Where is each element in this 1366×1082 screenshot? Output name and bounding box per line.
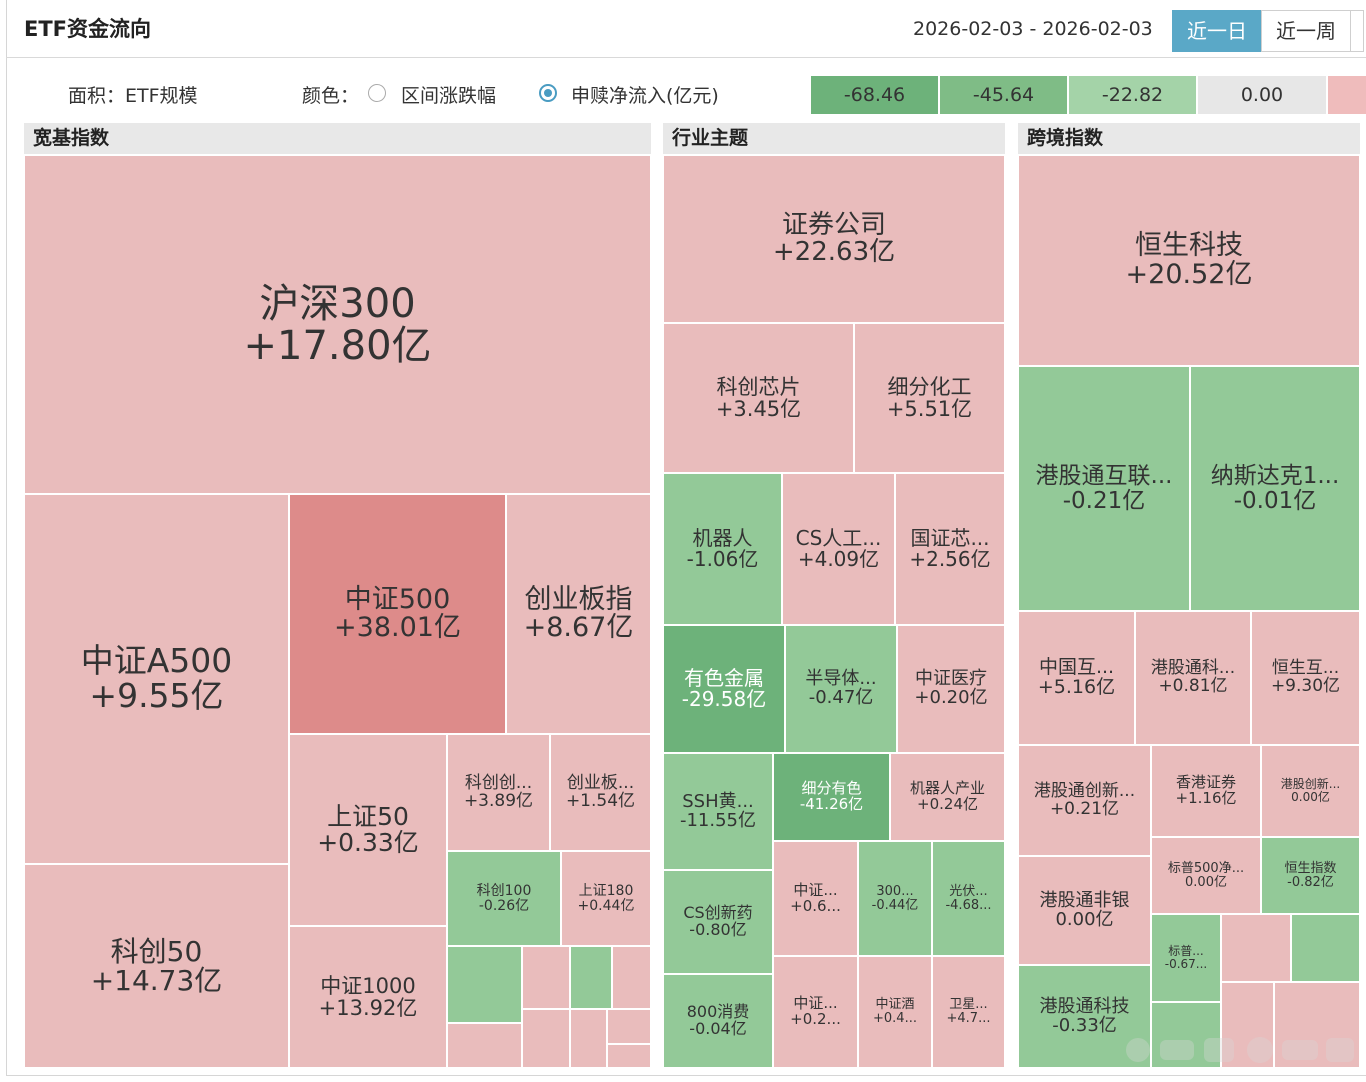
tile-sshh[interactable]: SSH黄... -11.55亿: [663, 753, 773, 870]
tile-small-c4[interactable]: [1221, 982, 1274, 1068]
legend-cell-1: -68.46: [811, 76, 938, 114]
section-cross-border: 跨境指数: [1018, 123, 1360, 154]
tile-sz50[interactable]: 上证50 +0.33亿: [289, 734, 447, 926]
tile-sz180[interactable]: 上证180 +0.44亿: [561, 851, 651, 946]
tile-ggtk[interactable]: 港股通科... +0.81亿: [1135, 611, 1251, 745]
tile-i300[interactable]: 300... -0.44亿: [858, 841, 932, 956]
tile-kcc[interactable]: 科创创... +3.89亿: [447, 734, 550, 851]
watermark-icon: [1126, 1037, 1354, 1063]
tile-zz-b[interactable]: 中证... +0.2...: [773, 956, 858, 1068]
tile-xgzq[interactable]: 香港证券 +1.16亿: [1151, 745, 1261, 837]
tile-zz500[interactable]: 中证500 +38.01亿: [289, 494, 506, 734]
tile-small-2[interactable]: [522, 946, 570, 1009]
option-net-inflow[interactable]: 申赎净流入(亿元): [571, 85, 719, 107]
tile-small-9[interactable]: [607, 1044, 651, 1068]
radio-net-inflow[interactable]: [539, 84, 557, 102]
period-tabs: 近一日 近一周: [1172, 10, 1364, 52]
page-title: ETF资金流向: [24, 17, 152, 41]
tile-small-c3[interactable]: [1151, 1002, 1221, 1068]
tile-hskj[interactable]: 恒生科技 +20.52亿: [1018, 155, 1360, 366]
tile-cybb[interactable]: 创业板... +1.54亿: [550, 734, 651, 851]
tile-small-5[interactable]: [447, 1023, 522, 1068]
tile-bp500[interactable]: 标普500净... 0.00亿: [1151, 837, 1261, 914]
tile-a500[interactable]: 中证A500 +9.55亿: [24, 494, 289, 864]
tile-zzj[interactable]: 中证酒 +0.4...: [858, 956, 932, 1068]
tile-ggtcx[interactable]: 港股通创新... +0.21亿: [1018, 745, 1151, 856]
tile-bdt[interactable]: 半导体... -0.47亿: [785, 625, 897, 753]
tile-gzx[interactable]: 国证芯... +2.56亿: [895, 473, 1005, 625]
tile-nsdk[interactable]: 纳斯达克1... -0.01亿: [1190, 366, 1360, 611]
tile-small-4[interactable]: [612, 946, 651, 1009]
legend-cell-3: -22.82: [1069, 76, 1196, 114]
tile-ysjs[interactable]: 有色金属 -29.58亿: [663, 625, 785, 753]
tab-more[interactable]: [1350, 10, 1364, 52]
tile-small-1[interactable]: [447, 946, 522, 1023]
tile-zzyl[interactable]: 中证医疗 +0.20亿: [897, 625, 1005, 753]
tile-zz1000[interactable]: 中证1000 +13.92亿: [289, 926, 447, 1068]
tile-hsh[interactable]: 恒生互... +9.30亿: [1251, 611, 1360, 745]
tile-hs300[interactable]: 沪深300 +17.80亿: [24, 155, 651, 494]
tile-xfhg[interactable]: 细分化工 +5.51亿: [854, 323, 1005, 473]
section-broad-index: 宽基指数: [24, 123, 651, 154]
legend-cell-2: -45.64: [940, 76, 1067, 114]
tab-1day[interactable]: 近一日: [1172, 10, 1262, 52]
color-label: 颜色：: [302, 85, 360, 107]
tile-small-c2[interactable]: [1291, 914, 1360, 982]
tile-small-3[interactable]: [570, 946, 612, 1009]
tile-kc50[interactable]: 科创50 +14.73亿: [24, 864, 289, 1068]
tile-xfys[interactable]: 细分有色 -41.26亿: [773, 753, 890, 841]
area-label: 面积：ETF规模: [68, 85, 198, 107]
tile-ggthl[interactable]: 港股通互联... -0.21亿: [1018, 366, 1190, 611]
tile-jqrcy[interactable]: 机器人产业 +0.24亿: [890, 753, 1005, 841]
tile-wx[interactable]: 卫星... +4.7...: [932, 956, 1005, 1068]
tile-kc100[interactable]: 科创100 -0.26亿: [447, 851, 561, 946]
tile-ggtfy[interactable]: 港股通非银 0.00亿: [1018, 856, 1151, 965]
tile-xf800[interactable]: 800消费 -0.04亿: [663, 974, 773, 1068]
tile-small-7[interactable]: [570, 1009, 607, 1068]
tile-bp[interactable]: 标普... -0.67...: [1151, 914, 1221, 1002]
panel-frame: [6, 0, 1366, 1076]
tile-gf[interactable]: 光伏... -4.68...: [932, 841, 1005, 956]
tile-small-c5[interactable]: [1274, 982, 1360, 1068]
tile-zghl[interactable]: 中国互... +5.16亿: [1018, 611, 1135, 745]
tab-1week[interactable]: 近一周: [1261, 10, 1351, 52]
section-industry-theme: 行业主题: [663, 123, 1005, 154]
tile-small-6[interactable]: [522, 1009, 570, 1068]
tile-zqgs[interactable]: 证券公司 +22.63亿: [663, 155, 1005, 323]
tile-ggtkj[interactable]: 港股通科技 -0.33亿: [1018, 965, 1151, 1068]
option-price-change[interactable]: 区间涨跌幅: [401, 85, 497, 107]
legend-cell-4: 0.00: [1198, 76, 1326, 114]
tile-zz-a[interactable]: 中证... +0.6...: [773, 841, 858, 956]
header-bar: [6, 0, 1366, 58]
tile-small-c1[interactable]: [1221, 914, 1291, 982]
tile-small-8[interactable]: [607, 1009, 651, 1044]
tile-kcxp[interactable]: 科创芯片 +3.45亿: [663, 323, 854, 473]
tile-hszs[interactable]: 恒生指数 -0.82亿: [1261, 837, 1360, 914]
tile-csrg[interactable]: CS人工... +4.09亿: [782, 473, 895, 625]
tile-ggcx[interactable]: 港股创新... 0.00亿: [1261, 745, 1360, 837]
tile-cyb[interactable]: 创业板指 +8.67亿: [506, 494, 651, 734]
radio-price-change[interactable]: [368, 84, 386, 102]
tile-jqr[interactable]: 机器人 -1.06亿: [663, 473, 782, 625]
date-range[interactable]: 2026-02-03 - 2026-02-03: [913, 18, 1153, 40]
legend-cell-5: [1328, 76, 1366, 114]
tile-cscxy[interactable]: CS创新药 -0.80亿: [663, 870, 773, 974]
